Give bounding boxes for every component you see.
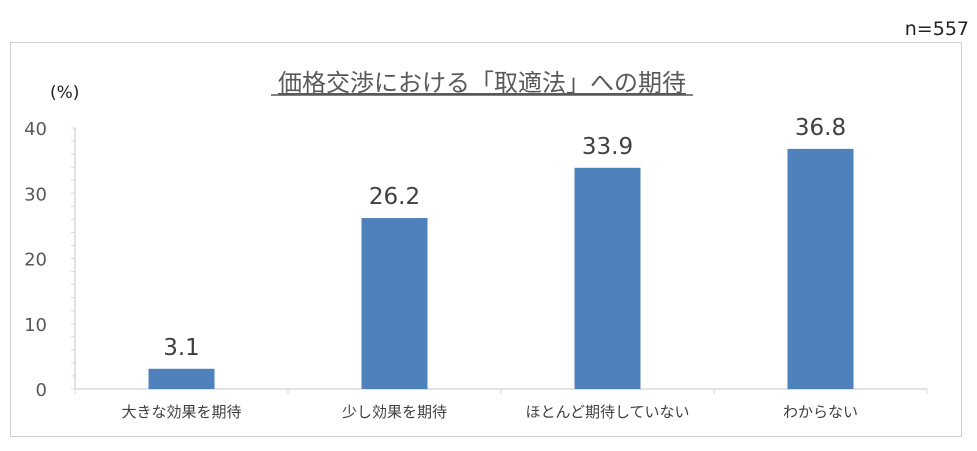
bar <box>787 148 854 389</box>
y-tick-label: 20 <box>24 250 47 271</box>
y-tick-label: 0 <box>36 380 47 401</box>
data-label: 26.2 <box>369 184 420 210</box>
data-label: 33.9 <box>582 134 633 160</box>
sample-size: n=557 <box>904 18 969 40</box>
data-label: 3.1 <box>163 335 200 361</box>
x-tick-label: 少し効果を期待 <box>342 403 447 421</box>
x-tick-label: ほとんど期待していない <box>525 403 689 421</box>
data-label: 36.8 <box>795 115 846 141</box>
bar <box>148 368 215 389</box>
y-tick-label: 10 <box>24 315 47 336</box>
y-tick-label: 40 <box>24 119 47 140</box>
chart-frame <box>10 42 962 437</box>
bar <box>361 218 428 389</box>
bar <box>574 167 641 389</box>
chart-title: 価格交渉における「取適法」への期待 <box>278 69 686 97</box>
x-tick-label: 大きな効果を期待 <box>121 403 241 421</box>
y-tick-label: 30 <box>24 184 47 205</box>
y-axis-unit: (%) <box>50 83 79 103</box>
x-tick-label: わからない <box>783 403 858 421</box>
